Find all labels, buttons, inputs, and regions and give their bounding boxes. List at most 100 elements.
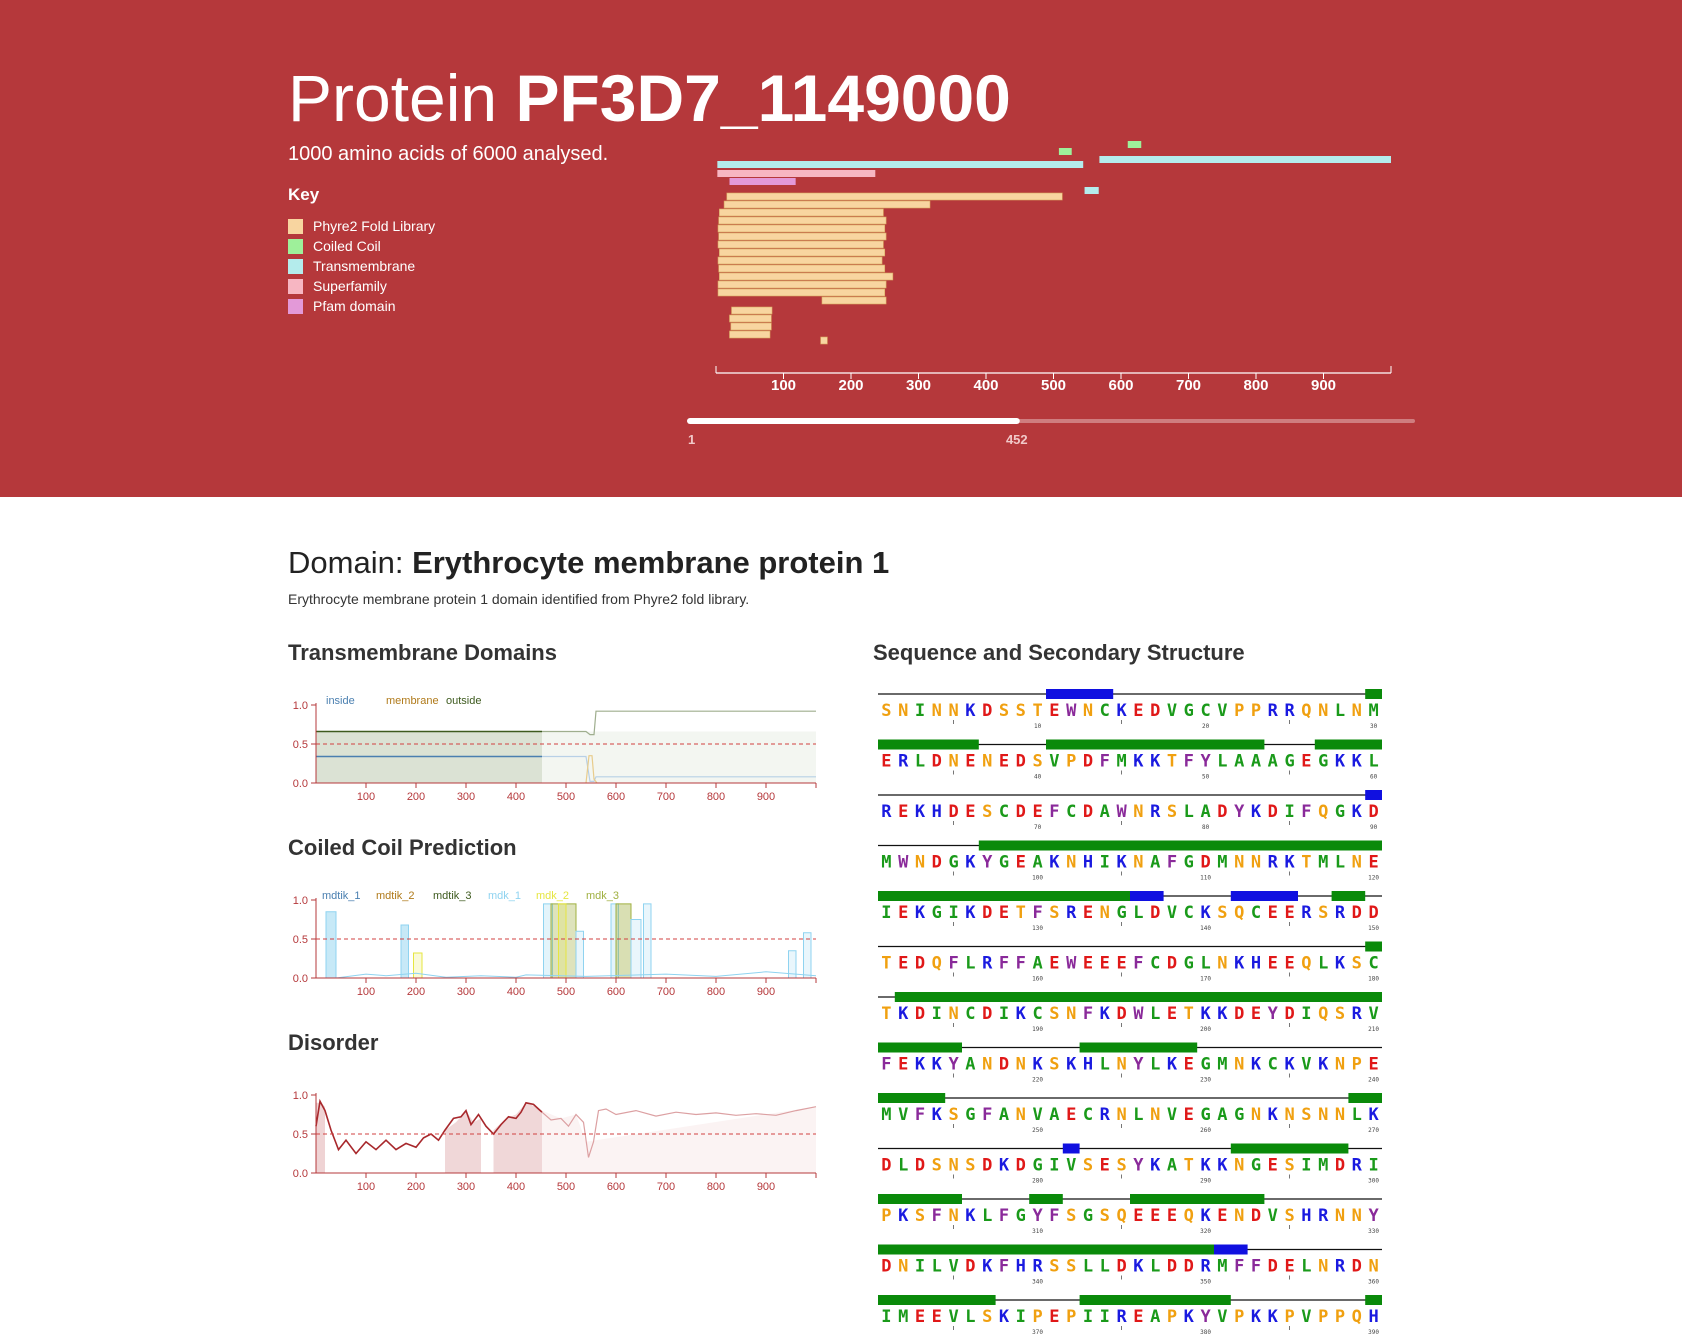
residue: D bbox=[1368, 802, 1378, 822]
residue: M bbox=[898, 1307, 908, 1327]
axis-tick-label: 400 bbox=[973, 377, 998, 394]
coil-spike bbox=[630, 919, 642, 979]
feature-bar bbox=[717, 288, 886, 297]
residue: S bbox=[948, 1105, 958, 1125]
feature-bar bbox=[1099, 156, 1391, 163]
residue-number: 40 bbox=[1034, 774, 1042, 781]
residue: W bbox=[1066, 701, 1077, 721]
coiled-coil-plot: 1.0 0.5 0.0 100 200 300 400 500 600 700 800 900 mdti… bbox=[293, 890, 817, 998]
residue: C bbox=[1200, 701, 1210, 721]
residue: F bbox=[1100, 752, 1110, 772]
residue-number: 130 bbox=[1032, 925, 1043, 932]
legend-item: mdk_3 bbox=[586, 890, 619, 902]
coil-baseline bbox=[335, 971, 817, 979]
residue: P bbox=[1066, 1307, 1076, 1327]
residue-number: 260 bbox=[1200, 1127, 1211, 1134]
residue: S bbox=[915, 1206, 925, 1226]
residue: E bbox=[1284, 1257, 1294, 1277]
residue: I bbox=[915, 701, 925, 721]
x-tick-label: 700 bbox=[657, 791, 675, 803]
residue: G bbox=[1234, 1105, 1244, 1125]
legend-item: mdtik_2 bbox=[376, 890, 415, 902]
structure-helix bbox=[1046, 739, 1265, 750]
key-swatch bbox=[288, 258, 303, 274]
axis-tick-label: 100 bbox=[771, 377, 796, 394]
key-item: Superfamily bbox=[288, 277, 387, 295]
residue-number: 170 bbox=[1200, 976, 1211, 983]
residue: L bbox=[1368, 752, 1378, 772]
residue: G bbox=[1284, 752, 1294, 772]
key-swatch bbox=[288, 298, 303, 314]
residue: S bbox=[1083, 1156, 1093, 1176]
residue: L bbox=[932, 1257, 942, 1277]
residue: A bbox=[1167, 1156, 1177, 1176]
residue: L bbox=[915, 752, 925, 772]
residue: K bbox=[1184, 1307, 1195, 1327]
residue: P bbox=[1234, 1307, 1244, 1327]
residue-number: 250 bbox=[1032, 1127, 1043, 1134]
residue: N bbox=[1016, 1055, 1026, 1075]
residue: F bbox=[999, 1206, 1009, 1226]
residue-number: 60 bbox=[1370, 774, 1378, 781]
structure-helix bbox=[1348, 1093, 1382, 1103]
residue-number: 340 bbox=[1032, 1279, 1043, 1286]
residue: R bbox=[1284, 701, 1295, 721]
residue: E bbox=[1049, 701, 1059, 721]
residue: D bbox=[881, 1156, 891, 1176]
residue: G bbox=[1184, 853, 1194, 873]
structure-helix bbox=[1314, 739, 1382, 750]
residue-number: 80 bbox=[1202, 824, 1210, 831]
residue: L bbox=[1150, 1004, 1160, 1024]
residue: G bbox=[1200, 1055, 1210, 1075]
residue: V bbox=[1217, 701, 1227, 721]
residue: K bbox=[965, 701, 976, 721]
domain-overview-chart: 100 200 300 400 500 600 700 800 900 1 452 bbox=[687, 141, 1415, 447]
residue: E bbox=[1133, 701, 1143, 721]
residue-number: 240 bbox=[1368, 1077, 1379, 1084]
residue: Q bbox=[1116, 1206, 1126, 1226]
disorder-region-faded bbox=[542, 1106, 816, 1173]
residue: K bbox=[1116, 701, 1127, 721]
residue: S bbox=[1217, 903, 1227, 923]
residue: L bbox=[1083, 1257, 1093, 1277]
residue: T bbox=[881, 1004, 891, 1024]
coil-spike bbox=[803, 932, 812, 979]
residue: N bbox=[1368, 1257, 1378, 1277]
residue: L bbox=[965, 954, 975, 974]
residue: A bbox=[1251, 752, 1261, 772]
residue: N bbox=[1083, 701, 1093, 721]
residue: F bbox=[915, 1105, 925, 1125]
residue-number: 120 bbox=[1368, 875, 1379, 882]
residue: L bbox=[1335, 853, 1345, 873]
structure-helix bbox=[1029, 1194, 1063, 1204]
residue-number: 350 bbox=[1200, 1279, 1211, 1286]
residue: K bbox=[1217, 1156, 1228, 1176]
residue-number: 380 bbox=[1200, 1329, 1211, 1336]
residue: K bbox=[1251, 802, 1262, 822]
residue: S bbox=[1335, 1004, 1345, 1024]
residue: Y bbox=[1133, 1055, 1144, 1075]
residue: E bbox=[1368, 853, 1378, 873]
residue: A bbox=[1049, 1105, 1059, 1125]
residue: K bbox=[1251, 1307, 1262, 1327]
residue: Y bbox=[1133, 1156, 1144, 1176]
residue: K bbox=[1352, 802, 1363, 822]
residue: K bbox=[999, 1156, 1010, 1176]
residue: Q bbox=[1352, 1307, 1362, 1327]
residue: E bbox=[1049, 954, 1059, 974]
residue: Y bbox=[982, 853, 993, 873]
residue: R bbox=[1116, 1307, 1127, 1327]
residue: V bbox=[1301, 1055, 1311, 1075]
inside-line-faded bbox=[542, 755, 816, 783]
feature-bar bbox=[717, 240, 884, 249]
residue: I bbox=[932, 1004, 942, 1024]
residue: I bbox=[1100, 1307, 1110, 1327]
structure-strand bbox=[1230, 891, 1298, 901]
residue: E bbox=[915, 1307, 925, 1327]
residue: D bbox=[1284, 1004, 1294, 1024]
residue: E bbox=[1083, 954, 1093, 974]
residue: D bbox=[1268, 802, 1278, 822]
residue: A bbox=[1150, 853, 1160, 873]
residue-number: 200 bbox=[1200, 1026, 1211, 1033]
sequence-title: Sequence and Secondary Structure bbox=[873, 640, 1245, 665]
